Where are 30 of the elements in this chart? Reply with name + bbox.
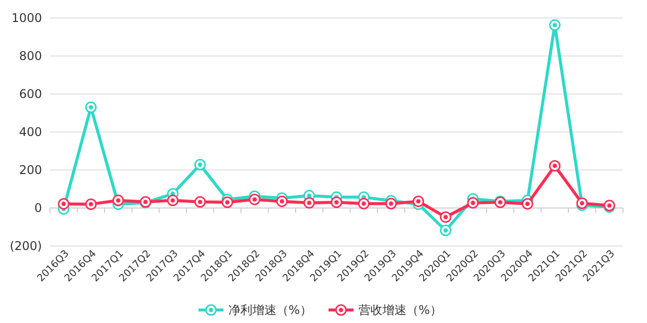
point [358,198,370,210]
point [194,196,206,208]
y-tick-label: 0 [34,201,42,215]
point [549,160,561,172]
point [85,102,97,114]
point [467,197,479,209]
point [440,224,452,236]
y-tick-label: 400 [19,125,42,139]
y-tick-label: 600 [19,87,42,101]
point [85,198,97,210]
y-tick-label: 800 [19,49,42,63]
point [112,194,124,206]
point [412,196,424,208]
legend-label: 营收增速（%） [358,303,442,317]
y-tick-label: 1000 [11,11,42,25]
point [303,197,315,209]
y-tick-label: 200 [19,163,42,177]
point [58,198,70,210]
point [385,198,397,210]
point [276,196,288,208]
legend-label: 净利增速（%） [228,303,312,317]
point [222,196,234,208]
point [522,198,534,210]
point [440,211,452,223]
point [330,196,342,208]
point [167,194,179,206]
point [194,158,206,170]
y-tick-label: (200) [10,239,42,253]
point [248,194,260,206]
point [549,19,561,31]
